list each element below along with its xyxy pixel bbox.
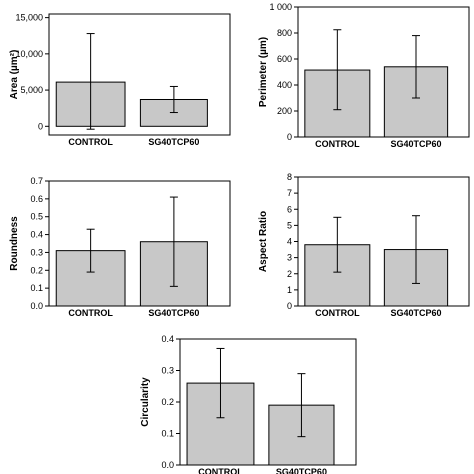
category-label: SG40TCP60 xyxy=(276,467,327,474)
plot-frame xyxy=(48,180,231,307)
y-tick-label: 400 xyxy=(277,80,292,90)
y-tick-label: 1 000 xyxy=(269,2,292,12)
y-tick-label: 3 xyxy=(287,253,292,263)
y-tick-label: 0.3 xyxy=(161,366,174,376)
bar-control xyxy=(186,382,255,466)
y-tick-label: 8 xyxy=(287,172,292,182)
y-tick-label: 5 xyxy=(287,220,292,230)
y-tick-label: 15,000 xyxy=(15,13,43,23)
y-tick-label: 2 xyxy=(287,269,292,279)
y-axis-title: Aspect Ratio xyxy=(258,211,269,272)
y-tick-label: 5,000 xyxy=(20,85,43,95)
y-axis-title: Roundness xyxy=(9,216,20,271)
y-tick-label: 0.7 xyxy=(30,176,43,186)
y-tick-label: 7 xyxy=(287,188,292,198)
y-tick-label: 0.1 xyxy=(30,283,43,293)
y-tick-label: 4 xyxy=(287,237,292,247)
y-tick-label: 0 xyxy=(287,301,292,311)
y-tick-label: 0.0 xyxy=(30,301,43,311)
category-label: SG40TCP60 xyxy=(148,137,199,147)
y-tick-label: 1 xyxy=(287,285,292,295)
y-tick-label: 0.0 xyxy=(161,460,174,470)
y-tick-label: 0.2 xyxy=(161,397,174,407)
chart-2: CONTROL SG40TCP60 0 200 400 600 800 1 000 Perime… xyxy=(258,2,470,149)
y-tick-label: 200 xyxy=(277,106,292,116)
category-label: CONTROL xyxy=(68,137,113,147)
category-label: CONTROL xyxy=(315,308,360,318)
category-label: CONTROL xyxy=(315,139,360,149)
plot-frame xyxy=(48,13,231,136)
y-tick-label: 0.2 xyxy=(30,265,43,275)
y-tick-label: 0.3 xyxy=(30,247,43,257)
chart-1: CONTROL SG40TCP60 0 5,000 10,000 15,000 Area (… xyxy=(9,13,231,147)
plot-frame xyxy=(297,6,470,138)
category-label: SG40TCP60 xyxy=(390,308,441,318)
y-tick-label: 800 xyxy=(277,28,292,38)
y-axis-title: Perimeter (µm) xyxy=(258,37,269,107)
category-label: SG40TCP60 xyxy=(390,139,441,149)
category-label: SG40TCP60 xyxy=(148,308,199,318)
chart-4: CONTROL SG40TCP60 0 1 2 3 4 5 6 7 8 Aspect Ratio xyxy=(258,172,470,318)
category-label: CONTROL xyxy=(68,308,113,318)
y-tick-label: 0.5 xyxy=(30,212,43,222)
y-tick-label: 0 xyxy=(38,121,43,131)
y-tick-label: 0.6 xyxy=(30,194,43,204)
y-tick-label: 0 xyxy=(287,132,292,142)
y-tick-label: 10,000 xyxy=(15,49,43,59)
y-tick-label: 0.4 xyxy=(30,230,43,240)
y-tick-label: 0.1 xyxy=(161,429,174,439)
category-label: CONTROL xyxy=(198,467,243,474)
y-axis-title: Circularity xyxy=(140,377,151,427)
y-tick-label: 0.4 xyxy=(161,334,174,344)
y-axis-title: Area (µm²) xyxy=(9,50,20,100)
y-tick-label: 6 xyxy=(287,204,292,214)
chart-3: CONTROL SG40TCP60 0.0 0.1 0.2 0.3 0.4 0.5 0.6 0.7… xyxy=(9,176,231,318)
chart-5: CONTROL SG40TCP60 0.0 0.1 0.2 0.3 0.4 Circulari… xyxy=(140,334,357,474)
y-tick-label: 600 xyxy=(277,54,292,64)
